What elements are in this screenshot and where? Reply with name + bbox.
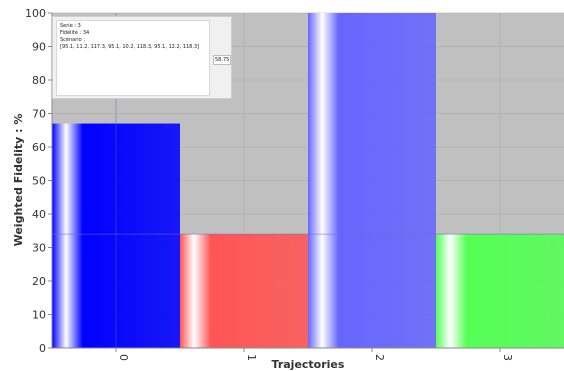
tooltip-scenario-values: [95.1, 11.2, 117.3, 95.1, 10.2, 118.3, 9… xyxy=(60,44,200,50)
x-tick-label: 2 xyxy=(373,354,386,361)
x-tick-label: 0 xyxy=(117,354,130,361)
y-tick-label: 40 xyxy=(32,208,46,221)
tooltip-content: Serie : 3 Fidélité : 34 Scénario : [95.1… xyxy=(56,20,210,96)
y-tick-label: 20 xyxy=(32,275,46,288)
bar-1[interactable] xyxy=(180,234,308,348)
x-axis-title: Trajectories xyxy=(272,358,345,371)
tooltip-scenario-label: Scénario : xyxy=(60,37,86,43)
y-axis-title: Weighted Fidelity : % xyxy=(12,114,25,247)
y-tick-label: 90 xyxy=(32,41,46,54)
y-tick-label: 80 xyxy=(32,74,46,87)
tooltip-fidelity: Fidélité : 34 xyxy=(60,30,90,36)
tooltip-series: Serie : 3 xyxy=(60,23,81,29)
y-tick-label: 70 xyxy=(32,108,46,121)
bars xyxy=(52,13,564,348)
bar-2[interactable] xyxy=(308,13,436,348)
tooltip-side-value: 58.75 xyxy=(213,55,232,65)
y-tick-label: 100 xyxy=(25,7,46,20)
x-tick-label: 3 xyxy=(501,354,514,361)
y-tick-label: 30 xyxy=(32,242,46,255)
bar-3[interactable] xyxy=(436,234,564,348)
y-tick-label: 60 xyxy=(32,141,46,154)
y-tick-label: 0 xyxy=(39,342,46,355)
tooltip-panel: Serie : 3 Fidélité : 34 Scénario : [95.1… xyxy=(52,16,232,99)
y-tick-label: 50 xyxy=(32,175,46,188)
y-tick-label: 10 xyxy=(32,309,46,322)
x-tick-label: 1 xyxy=(245,354,258,361)
